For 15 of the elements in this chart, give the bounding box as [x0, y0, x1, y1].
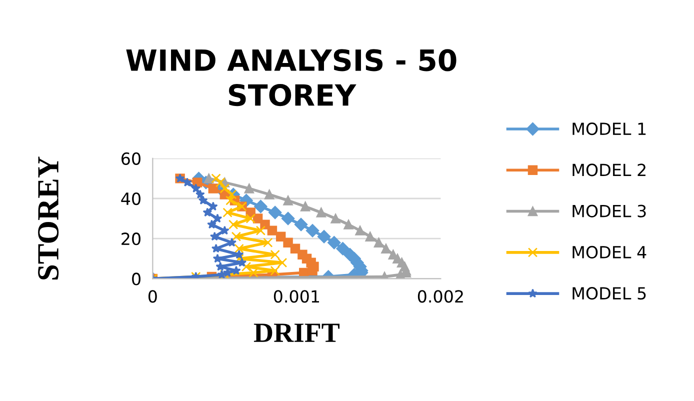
x-axis-title: DRIFT	[254, 324, 340, 342]
y-tick-label: 40	[121, 192, 140, 206]
y-axis-title: STOREY	[38, 156, 59, 280]
x-tick-label: 0.002	[418, 290, 463, 303]
x-tick-label: 0.001	[274, 290, 320, 303]
legend-label: MODEL 3	[572, 204, 646, 218]
legend-label: MODEL 1	[572, 122, 646, 136]
y-tick-label: 20	[122, 232, 140, 246]
x-tick-label: 0	[148, 290, 157, 303]
y-tick-label: 0	[132, 272, 140, 286]
y-tick-label: 60	[122, 152, 140, 165]
chart-title: WIND ANALYSIS - 50 STOREY	[126, 49, 456, 106]
legend-label: MODEL 5	[572, 287, 646, 300]
legend-label: MODEL 2	[572, 164, 646, 176]
legend-label: MODEL 4	[572, 246, 646, 258]
